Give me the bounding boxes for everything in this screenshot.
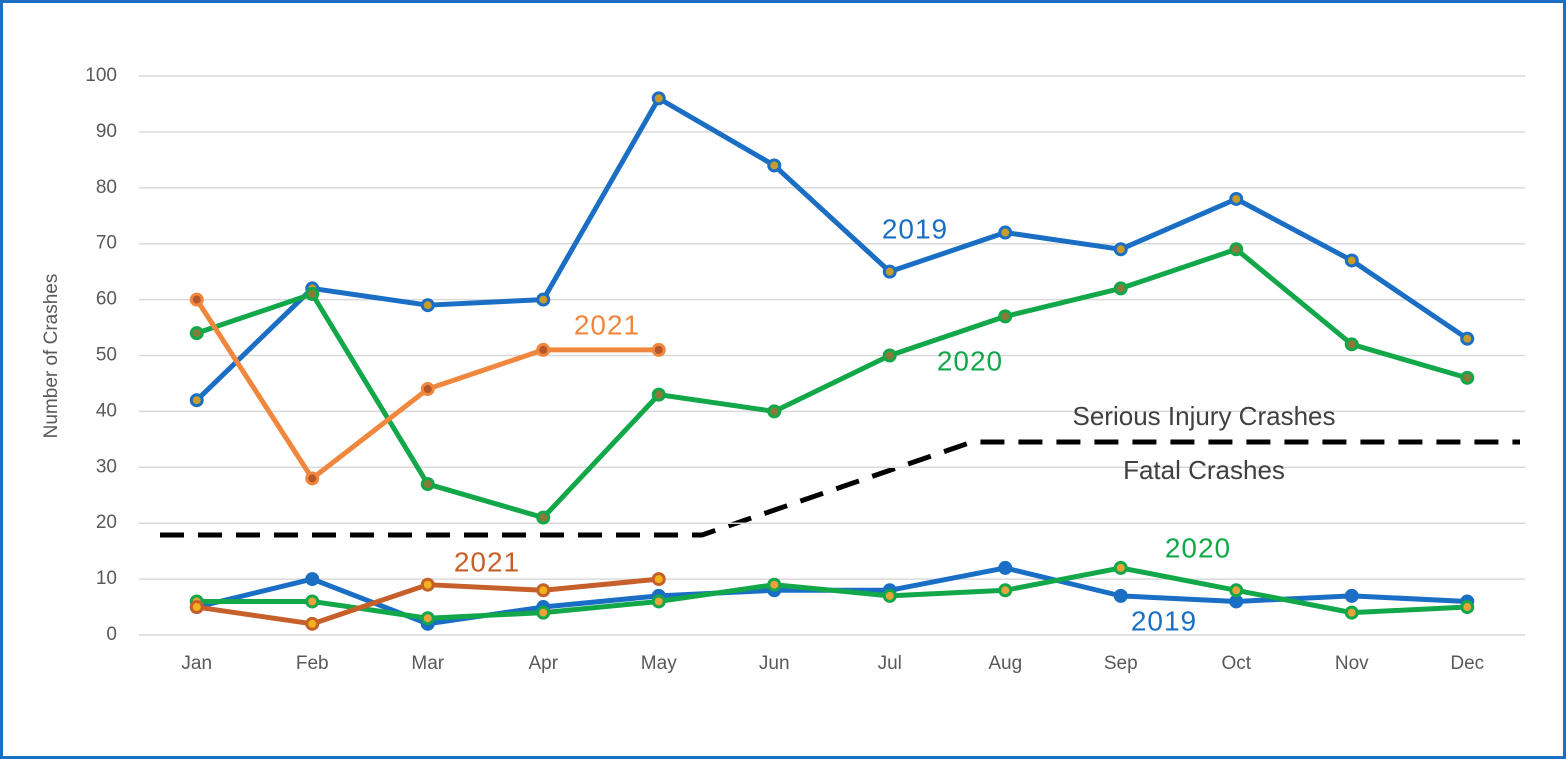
y-tick-label: 70	[96, 233, 117, 254]
x-tick-label: Feb	[296, 653, 329, 674]
series-line	[195, 246, 1468, 521]
marker	[536, 342, 551, 357]
series-label: 2020	[937, 345, 1003, 376]
marker	[767, 577, 782, 592]
y-tick-label: 100	[85, 65, 117, 86]
marker	[1113, 588, 1128, 603]
series-label: 2021	[454, 546, 520, 577]
series-label: 2019	[882, 213, 948, 244]
y-tick-label: 90	[96, 121, 117, 142]
marker	[651, 572, 666, 587]
series-line	[196, 565, 1468, 621]
x-tick-label: Jan	[181, 653, 212, 674]
marker	[1460, 600, 1475, 615]
y-tick-label: 0	[106, 624, 117, 645]
marker	[998, 583, 1013, 598]
marker	[1113, 560, 1128, 575]
y-tick-label: 10	[96, 568, 117, 589]
x-tick-label: Nov	[1335, 653, 1369, 674]
marker	[882, 264, 897, 279]
y-tick-label: 60	[96, 289, 117, 310]
marker	[651, 387, 666, 402]
marker	[1460, 331, 1475, 346]
marker	[536, 605, 551, 620]
marker	[998, 225, 1013, 240]
marker	[998, 560, 1013, 575]
x-tick-label: Dec	[1450, 653, 1484, 674]
marker	[1113, 242, 1128, 257]
y-tick-label: 80	[96, 177, 117, 198]
marker	[1344, 337, 1359, 352]
series-label: 2021	[574, 309, 640, 340]
marker	[1113, 281, 1128, 296]
x-tick-label: Sep	[1104, 653, 1138, 674]
y-tick-label: 40	[96, 400, 117, 421]
group-label: Serious Injury Crashes	[1073, 401, 1336, 431]
x-tick-label: Aug	[988, 653, 1022, 674]
marker	[305, 287, 320, 302]
marker	[1229, 191, 1244, 206]
y-tick-label: 30	[96, 456, 117, 477]
marker	[1344, 605, 1359, 620]
marker	[189, 393, 204, 408]
marker	[189, 600, 204, 615]
group-label: Fatal Crashes	[1123, 455, 1285, 485]
marker	[1344, 253, 1359, 268]
marker	[536, 292, 551, 307]
marker	[305, 572, 320, 587]
marker	[1229, 583, 1244, 598]
x-tick-label: Jun	[759, 653, 790, 674]
x-tick-label: Jul	[878, 653, 902, 674]
marker	[767, 404, 782, 419]
marker	[1229, 242, 1244, 257]
marker	[651, 594, 666, 609]
x-tick-label: May	[641, 653, 677, 674]
x-tick-label: Apr	[528, 653, 558, 674]
y-tick-label: 50	[96, 345, 117, 366]
y-tick-label: 20	[96, 512, 117, 533]
marker	[305, 471, 320, 486]
marker	[420, 611, 435, 626]
x-tick-label: Oct	[1221, 653, 1251, 674]
marker	[189, 326, 204, 341]
marker	[882, 348, 897, 363]
marker	[1229, 594, 1244, 609]
series-label: 2020	[1165, 532, 1231, 563]
x-tick-label: Mar	[411, 653, 444, 674]
marker	[420, 382, 435, 397]
marker	[420, 477, 435, 492]
marker	[1460, 370, 1475, 385]
marker	[651, 342, 666, 357]
marker	[189, 292, 204, 307]
marker	[651, 91, 666, 106]
series-line	[195, 95, 1469, 403]
divider	[160, 439, 1520, 538]
marker	[536, 510, 551, 525]
marker	[882, 588, 897, 603]
marker	[1344, 588, 1359, 603]
marker	[536, 583, 551, 598]
marker	[998, 309, 1013, 324]
marker	[305, 594, 320, 609]
y-axis-title: Number of Crashes	[41, 274, 62, 439]
marker	[767, 158, 782, 173]
marker	[420, 577, 435, 592]
series-label: 2019	[1131, 605, 1197, 636]
marker	[305, 616, 320, 631]
marker	[420, 298, 435, 313]
